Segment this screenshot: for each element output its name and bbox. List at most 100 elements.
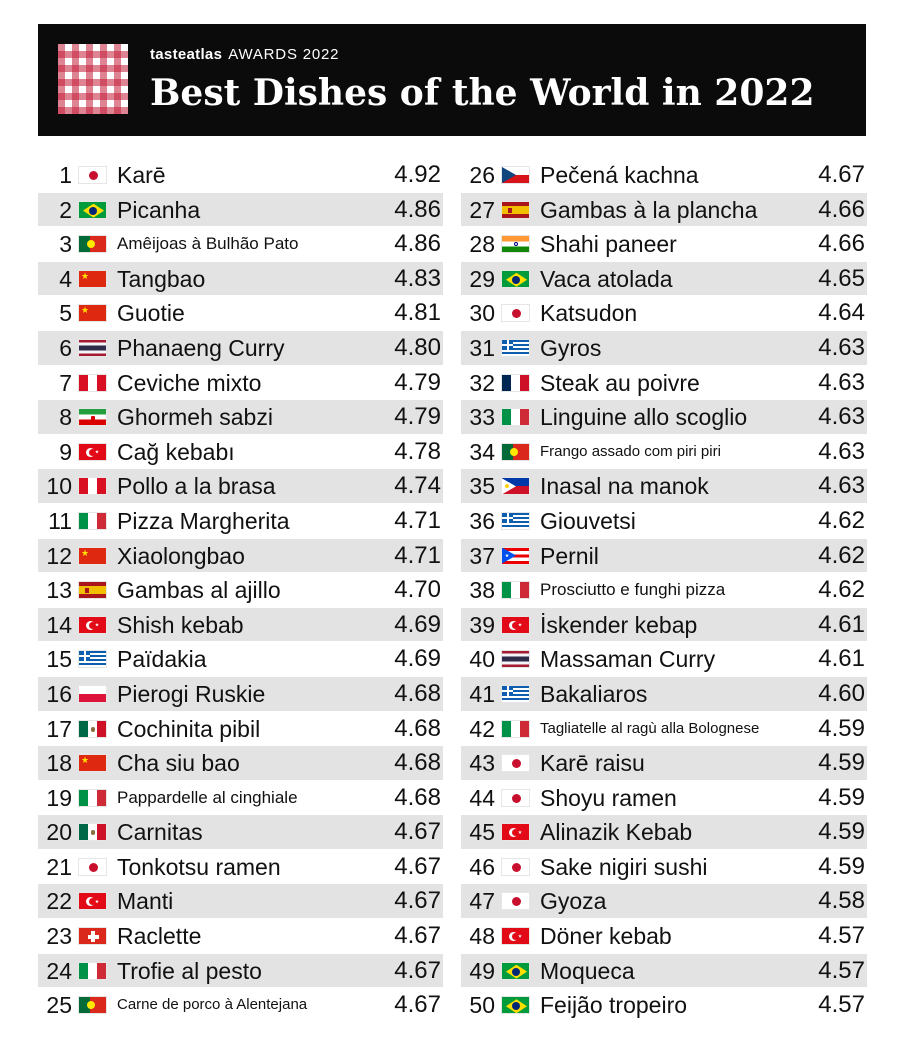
dish-name: Picanha — [117, 196, 201, 223]
dish-name: Pernil — [540, 542, 599, 569]
flag-pr-icon — [501, 546, 530, 565]
table-row: 43 Karē raisu 4.59 — [461, 746, 867, 781]
rating-value: 4.63 — [818, 472, 865, 500]
table-row: 20 Carnitas 4.67 — [38, 815, 443, 850]
rating-value: 4.59 — [818, 783, 865, 811]
rating-value: 4.58 — [818, 887, 865, 915]
flag-jp-icon — [78, 166, 107, 184]
flag-pe-icon — [78, 373, 107, 392]
dish-name: Pierogi Ruskie — [117, 680, 266, 707]
dish-name: Prosciutto e funghi pizza — [540, 580, 726, 600]
dish-name: Döner kebab — [540, 923, 672, 950]
flag-it-icon — [78, 788, 107, 807]
table-row: 11 Pizza Margherita 4.71 — [38, 504, 443, 539]
table-row: 15 Païdakia 4.69 — [38, 642, 443, 677]
rank-number: 33 — [469, 404, 495, 431]
table-row: 46 Sake nigiri sushi 4.59 — [461, 850, 867, 885]
dish-name: Raclette — [117, 923, 202, 950]
rating-value: 4.62 — [818, 576, 865, 604]
flag-tr-icon — [501, 927, 530, 946]
rating-value: 4.78 — [394, 437, 441, 465]
rank-number: 21 — [46, 853, 72, 880]
rating-value: 4.79 — [394, 403, 441, 431]
dish-name: Pollo a la brasa — [117, 473, 276, 500]
flag-cn-icon: ★ — [78, 546, 107, 565]
rank-number: 46 — [469, 853, 495, 880]
dish-name: Païdakia — [117, 646, 207, 673]
table-row: 28 Shahi paneer 4.66 — [461, 227, 867, 262]
rank-number: 8 — [59, 404, 72, 431]
table-row: 38 Prosciutto e funghi pizza 4.62 — [461, 573, 867, 608]
rating-value: 4.57 — [818, 991, 865, 1019]
table-row: 40 Massaman Curry 4.61 — [461, 642, 867, 677]
rating-value: 4.67 — [394, 956, 441, 984]
dish-name: Giouvetsi — [540, 507, 636, 534]
dish-name: Cochinita pibil — [117, 715, 261, 742]
flag-it-icon — [501, 581, 530, 600]
rating-value: 4.74 — [394, 472, 441, 500]
flag-th-icon — [501, 650, 530, 669]
rating-value: 4.86 — [394, 230, 441, 258]
table-row: 50 Feijão tropeiro 4.57 — [461, 988, 867, 1023]
table-row: 26 Pečená kachna 4.67 — [461, 158, 867, 193]
flag-jp-icon — [501, 892, 530, 911]
rank-number: 26 — [469, 162, 495, 188]
table-row: 27 Gambas à la plancha 4.66 — [461, 192, 867, 228]
table-row: 35 Inasal na manok 4.63 — [461, 469, 867, 504]
flag-mx-icon — [78, 719, 107, 738]
rating-value: 4.81 — [394, 299, 441, 327]
dish-name: Linguine allo scoglio — [540, 404, 748, 431]
rank-number: 15 — [46, 646, 72, 673]
table-row: 31 Gyros 4.63 — [461, 330, 867, 366]
rating-value: 4.68 — [394, 749, 441, 777]
flag-es-icon — [501, 200, 530, 219]
rating-value: 4.64 — [818, 299, 865, 327]
rank-number: 36 — [469, 507, 495, 534]
rank-number: 7 — [59, 369, 72, 396]
rank-number: 22 — [46, 888, 72, 915]
flag-br-icon — [501, 961, 530, 980]
dish-name: Carne de porco à Alentejana — [117, 996, 308, 1014]
rating-value: 4.92 — [394, 161, 441, 188]
flag-pt-icon — [78, 235, 107, 254]
dish-name: Gyoza — [540, 888, 607, 915]
table-row: 47 Gyoza 4.58 — [461, 884, 867, 920]
dish-name: Katsudon — [540, 300, 638, 327]
flag-th-icon — [78, 338, 107, 357]
table-row: 41 Bakaliaros 4.60 — [461, 676, 867, 712]
table-row: 42 Tagliatelle al ragù alla Bolognese 4.59 — [461, 712, 867, 747]
rating-value: 4.69 — [394, 645, 441, 673]
rating-value: 4.68 — [394, 783, 441, 811]
dish-name: Karē — [117, 162, 166, 188]
table-row: 13 Gambas al ajillo 4.70 — [38, 573, 443, 608]
flag-cn-icon: ★ — [78, 269, 107, 288]
table-row: 8 Ghormeh sabzi 4.79 — [38, 400, 443, 435]
rating-value: 4.69 — [394, 610, 441, 638]
rank-number: 35 — [469, 473, 495, 500]
table-row: 21 Tonkotsu ramen 4.67 — [38, 850, 443, 885]
table-row: 17 Cochinita pibil 4.68 — [38, 712, 443, 747]
rating-value: 4.61 — [818, 645, 865, 673]
rank-number: 4 — [59, 265, 72, 292]
flag-tr-icon — [501, 823, 530, 842]
rank-number: 38 — [469, 577, 495, 604]
table-row: 9 Cağ kebabı 4.78 — [38, 435, 443, 470]
table-row: 25 Carne de porco à Alentejana 4.67 — [38, 988, 443, 1023]
table-row: 5 ★ Guotie 4.81 — [38, 296, 443, 331]
rank-number: 29 — [469, 265, 495, 292]
rank-number: 42 — [469, 715, 495, 742]
flag-pl-icon — [78, 684, 107, 703]
flag-gr-icon — [501, 338, 530, 357]
flag-in-icon — [501, 235, 530, 254]
rank-number: 40 — [469, 646, 495, 673]
dish-name: Trofie al pesto — [117, 957, 262, 984]
rank-number: 32 — [469, 369, 495, 396]
table-row: 14 Shish kebab 4.69 — [38, 607, 443, 643]
rating-value: 4.63 — [818, 368, 865, 396]
table-row: 2 Picanha 4.86 — [38, 192, 443, 228]
rank-number: 49 — [469, 957, 495, 984]
dish-name: Manti — [117, 888, 174, 915]
ranking-column-left: 1 Karē 4.92 2 Picanha 4.86 3 Amêijoas à Bulhão … — [38, 158, 443, 1023]
dish-name: Pečená kachna — [540, 162, 699, 188]
rank-number: 1 — [59, 162, 72, 188]
